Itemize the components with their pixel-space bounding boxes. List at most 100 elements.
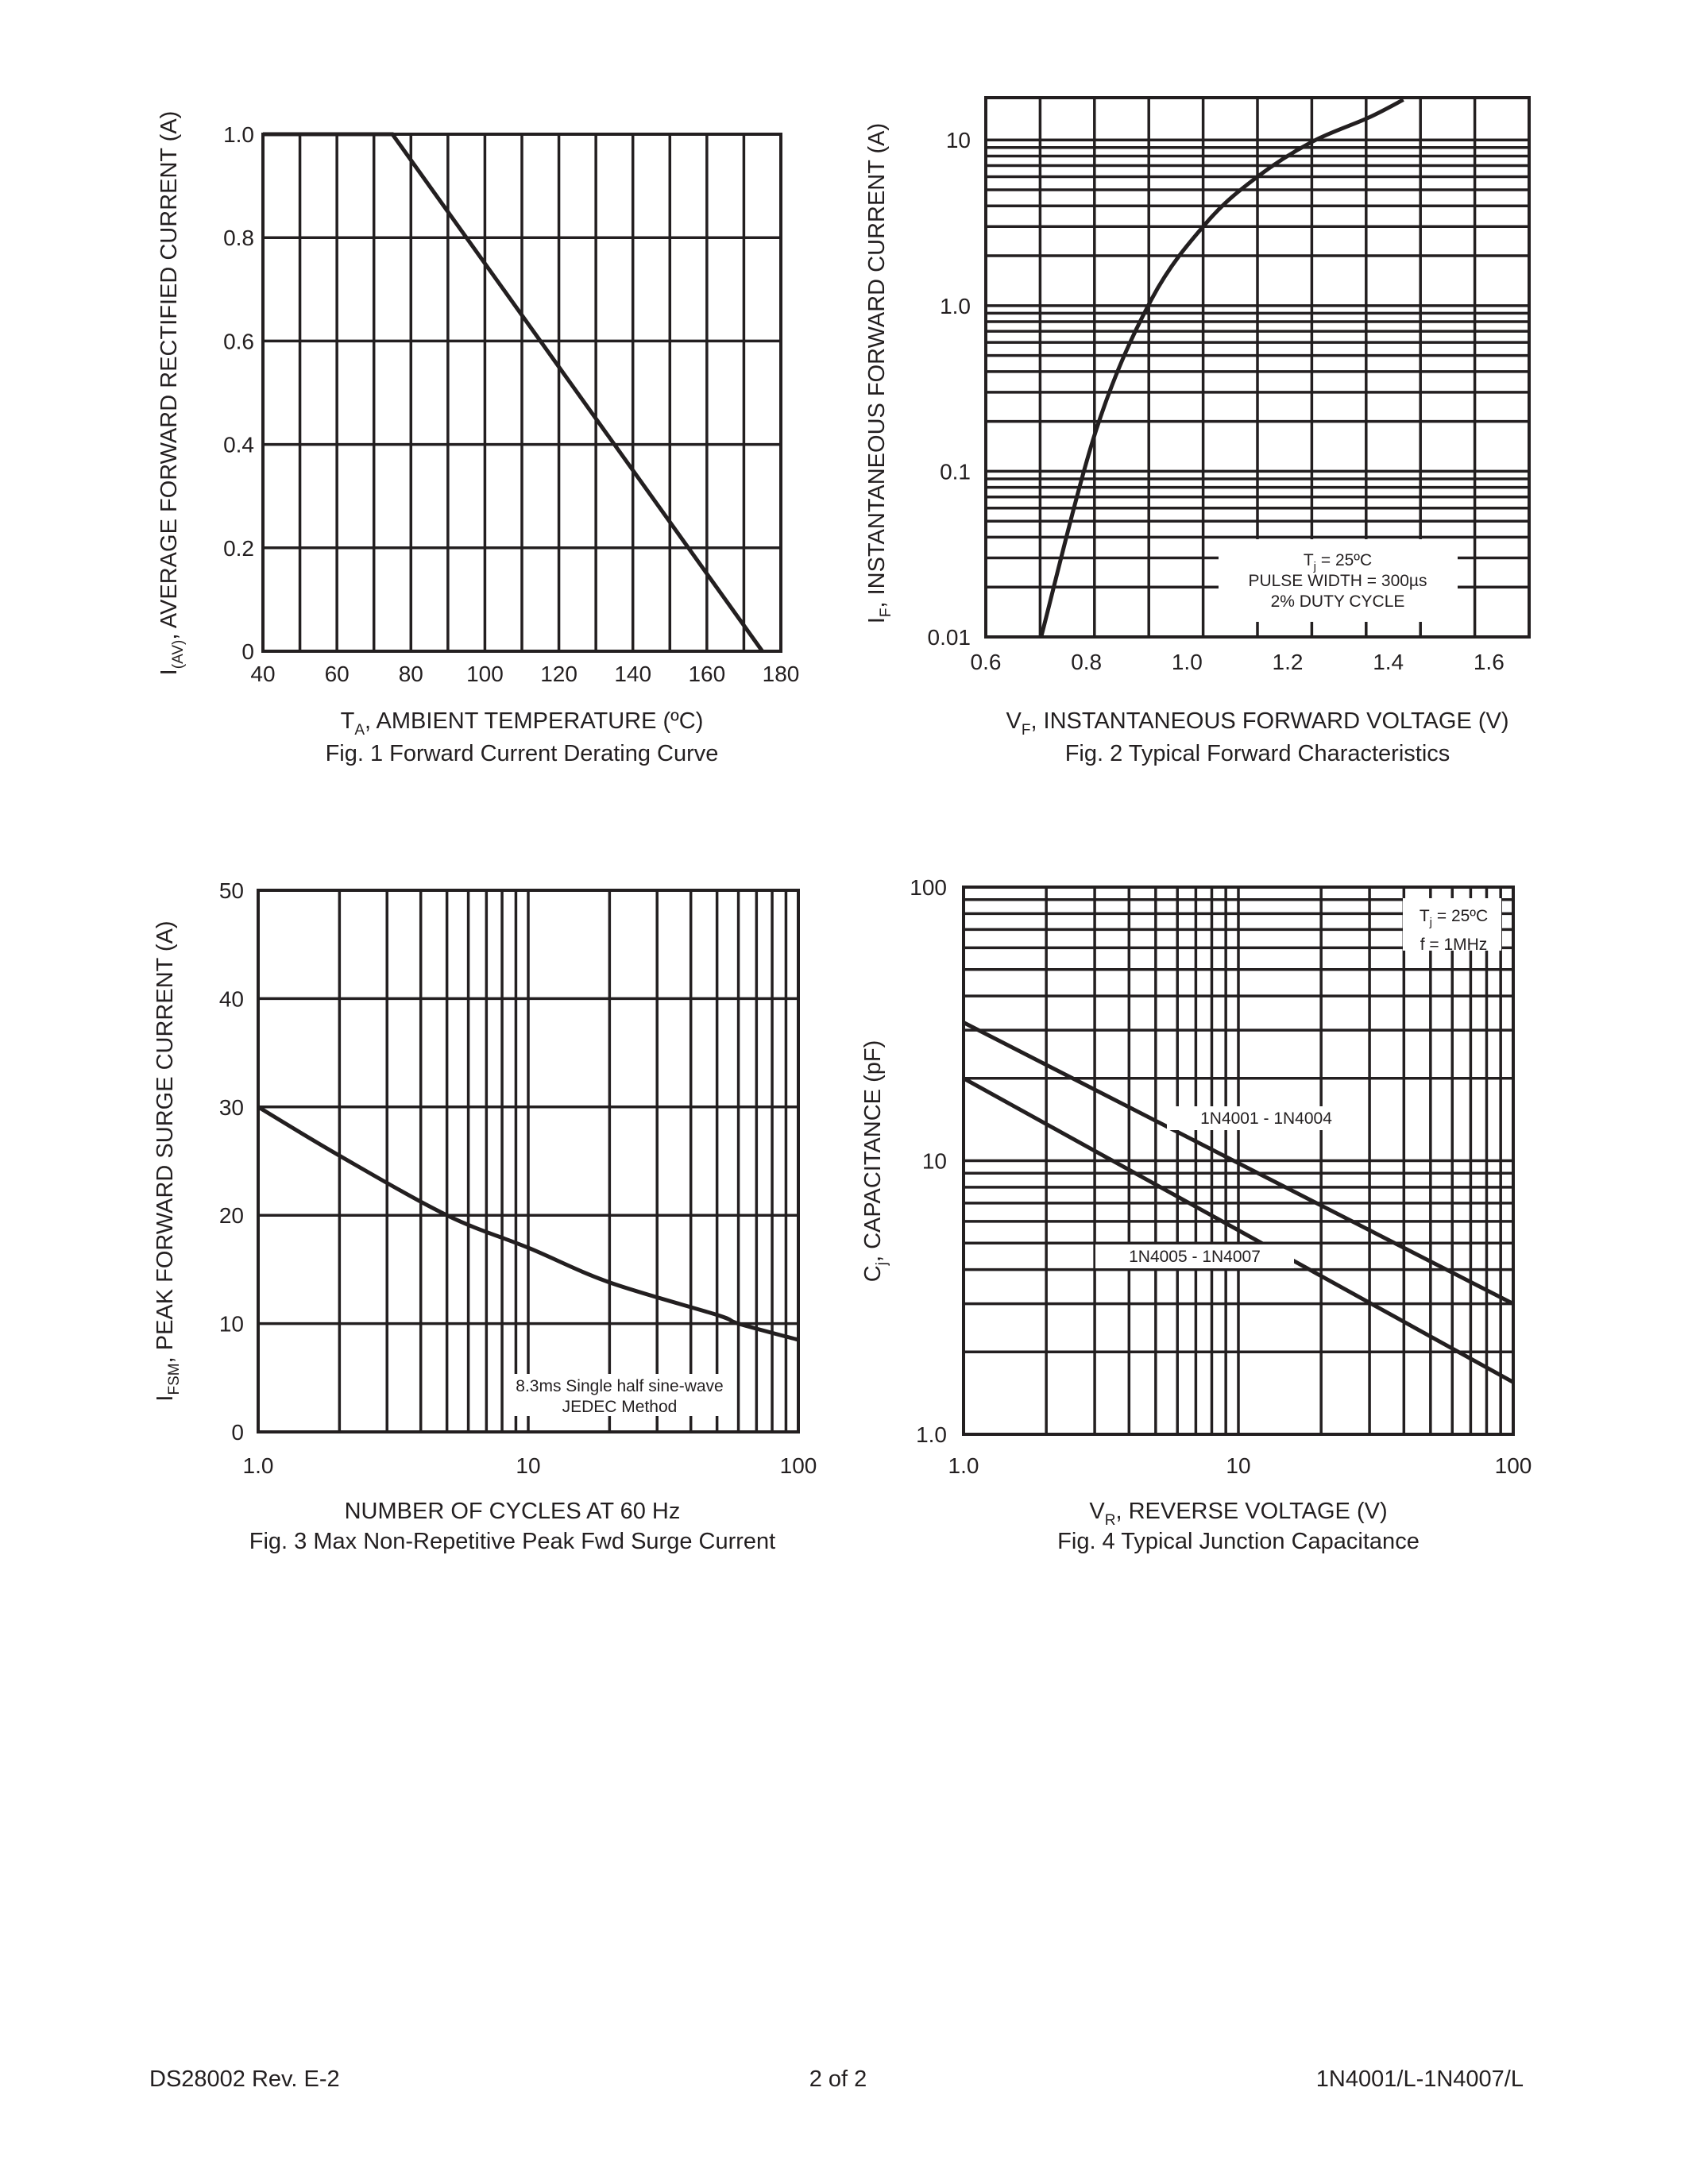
annotation-rest: = 25ºC xyxy=(1432,907,1488,925)
label-main: V xyxy=(1089,1499,1105,1524)
x-tick-label: 100 xyxy=(780,1453,817,1478)
series-line-1 xyxy=(263,132,764,653)
x-axis-label: NUMBER OF CYCLES AT 60 Hz xyxy=(345,1499,681,1524)
label-subscript: F xyxy=(1022,722,1031,739)
series-label: 1N4001 - 1N4004 xyxy=(1200,1109,1332,1128)
label-subscript: j xyxy=(874,1262,890,1266)
series-line-1 xyxy=(1039,98,1404,638)
annotation-rest: = 25ºC xyxy=(1316,551,1372,569)
annotation-subscript: j xyxy=(1429,916,1432,929)
x-tick-label: 1.4 xyxy=(1373,650,1404,674)
label-main: V xyxy=(1006,708,1022,734)
label-rest: , PEAK FORWARD SURGE CURRENT (A) xyxy=(153,920,178,1363)
footer-page-number: 2 of 2 xyxy=(809,2066,867,2092)
x-axis-label: TA, AMBIENT TEMPERATURE (ºC) xyxy=(341,708,704,739)
annotation-main: T xyxy=(1420,907,1430,925)
figure-caption: Fig. 1 Forward Current Derating Curve xyxy=(326,741,719,766)
chart-fig-1: 40 60 80 100 120 140 160 180 0 0.2 0.4 0.6 0.8 1.0 Fig… xyxy=(223,122,799,766)
label-rest: , INSTANTANEOUS FORWARD VOLTAGE (V) xyxy=(1030,708,1508,734)
figure-caption: Fig. 2 Typical Forward Characteristics xyxy=(1065,741,1450,766)
annotation-text: Tj = 25ºC xyxy=(1304,551,1372,573)
y-tick-label: 50 xyxy=(219,878,244,903)
y-tick-label: 100 xyxy=(910,875,947,900)
plot-frame xyxy=(984,96,1531,639)
annotation-box xyxy=(1403,898,1501,951)
label-subscript: A xyxy=(354,722,365,739)
annotation-text: Tj = 25ºC xyxy=(1420,907,1488,929)
annotation-subscript: j xyxy=(1313,560,1316,573)
label-rest: , AMBIENT TEMPERATURE (ºC) xyxy=(365,708,703,734)
footer-part-number: 1N4001/L-1N4007/L xyxy=(1316,2066,1524,2092)
y-tick-label: 20 xyxy=(219,1203,244,1228)
label-main: I xyxy=(156,669,182,675)
figure-caption: Fig. 3 Max Non-Repetitive Peak Fwd Surge… xyxy=(249,1529,775,1554)
annotation-main: T xyxy=(1304,551,1314,569)
label-rest: , INSTANTANEOUS FORWARD CURRENT (A) xyxy=(864,123,890,608)
y-tick-label: 0.2 xyxy=(223,536,254,561)
label-rest: , CAPACITANCE (pF) xyxy=(860,1040,886,1262)
y-axis-label: IFSM, PEAK FORWARD SURGE CURRENT (A) xyxy=(153,920,183,1401)
series-line-2 xyxy=(962,1076,1515,1384)
y-tick-label: 1.0 xyxy=(940,294,971,318)
annotation-box xyxy=(1219,539,1458,622)
series-label: 1N4005 - 1N4007 xyxy=(1129,1248,1261,1266)
x-tick-label: 1.0 xyxy=(243,1453,274,1478)
annotation-text: PULSE WIDTH = 300µs xyxy=(1248,572,1427,590)
x-tick-label: 10 xyxy=(1226,1453,1250,1478)
chart-fig-3: 8.3ms Single half sine-wave JEDEC Method 1… xyxy=(219,878,817,1554)
label-rest: , REVERSE VOLTAGE (V) xyxy=(1115,1499,1387,1524)
x-tick-label: 10 xyxy=(516,1453,540,1478)
x-tick-label: 140 xyxy=(614,662,651,686)
y-tick-label: 0.6 xyxy=(223,329,254,353)
x-axis-label: VR, REVERSE VOLTAGE (V) xyxy=(1089,1499,1387,1529)
y-tick-label: 0.01 xyxy=(928,625,971,650)
x-axis-label: VF, INSTANTANEOUS FORWARD VOLTAGE (V) xyxy=(1006,708,1508,739)
x-tick-label: 40 xyxy=(250,662,275,686)
y-tick-label: 1.0 xyxy=(916,1422,947,1447)
series-line-1 xyxy=(962,1021,1515,1306)
x-tick-label: 100 xyxy=(1495,1453,1532,1478)
x-tick-label: 1.6 xyxy=(1474,650,1505,674)
y-tick-label: 0 xyxy=(241,639,254,664)
series-label-background xyxy=(1167,1106,1365,1130)
y-tick-label: 0.4 xyxy=(223,433,254,457)
y-tick-label: 10 xyxy=(946,128,971,152)
series-line-1 xyxy=(257,1105,799,1342)
y-axis-label: I(AV), AVERAGE FORWARD RECTIFIED CURRENT… xyxy=(156,111,187,676)
x-tick-label: 0.8 xyxy=(1071,650,1102,674)
x-tick-label: 120 xyxy=(540,662,577,686)
label-main: NUMBER OF CYCLES AT 60 Hz xyxy=(345,1499,681,1524)
plot-frame xyxy=(257,889,800,1433)
y-axis-label: IF, INSTANTANEOUS FORWARD CURRENT (A) xyxy=(864,123,894,623)
annotation-box xyxy=(512,1374,726,1416)
plot-frame xyxy=(962,886,1515,1436)
label-subscript: FSM xyxy=(166,1363,183,1395)
y-tick-label: 10 xyxy=(219,1312,244,1337)
y-axis-label: Cj, CAPACITANCE (pF) xyxy=(860,1040,890,1282)
label-main: C xyxy=(860,1265,886,1282)
y-tick-label: 1.0 xyxy=(223,122,254,147)
annotation-text: 2% DUTY CYCLE xyxy=(1271,592,1405,611)
x-tick-label: 160 xyxy=(688,662,725,686)
label-subscript: (AV) xyxy=(170,640,187,669)
y-tick-label: 40 xyxy=(219,986,244,1011)
y-tick-label: 0 xyxy=(231,1420,244,1445)
label-rest: , AVERAGE FORWARD RECTIFIED CURRENT (A) xyxy=(156,111,182,640)
y-tick-label: 0.8 xyxy=(223,226,254,250)
series-label-background xyxy=(1095,1244,1294,1268)
label-subscript: R xyxy=(1105,1512,1116,1529)
x-tick-label: 1.2 xyxy=(1273,650,1304,674)
chart-fig-4: Tj = 25ºC f = 1MHz 1N4001 - 1N4004 1N4005 -… xyxy=(910,875,1532,1554)
plot-frame xyxy=(261,133,782,653)
y-tick-label: 10 xyxy=(922,1149,947,1174)
label-main: T xyxy=(341,708,355,734)
x-tick-label: 100 xyxy=(466,662,504,686)
label-main: I xyxy=(864,617,890,623)
annotation-text: JEDEC Method xyxy=(562,1398,678,1416)
x-tick-label: 60 xyxy=(325,662,350,686)
annotation-text: f = 1MHz xyxy=(1420,936,1488,954)
y-tick-label: 0.1 xyxy=(940,459,971,484)
x-tick-label: 1.0 xyxy=(948,1453,979,1478)
